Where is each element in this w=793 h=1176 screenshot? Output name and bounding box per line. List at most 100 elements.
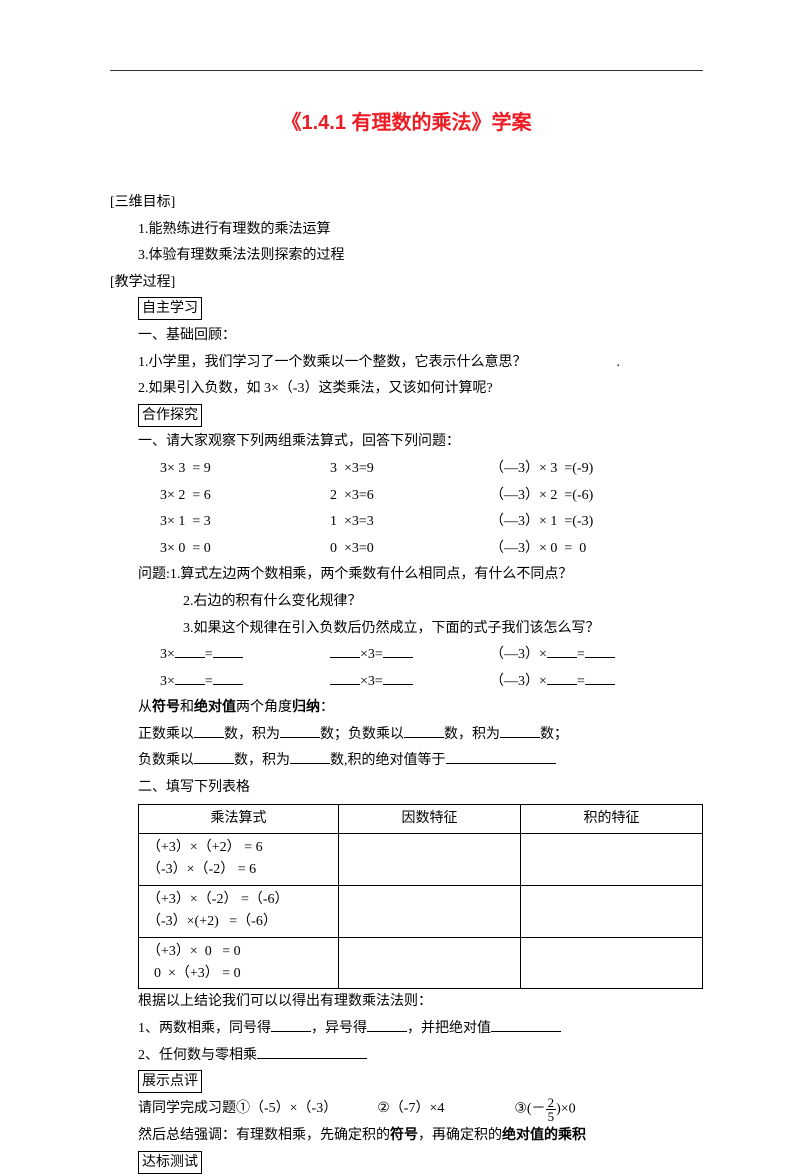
equation-cell: 3× 1 = 3 [160, 509, 330, 536]
equation-row: 3× 0 = 00 ×3=0（―3）× 0 = 0 [160, 536, 703, 563]
fill-cell: （―3）×= [490, 642, 615, 669]
fill-cell: ×3= [330, 642, 490, 669]
summary-b2: 绝对值 [194, 700, 236, 715]
rule1-a: 1、两数相乘，同号得 [138, 1021, 271, 1036]
ex-c-pre: ③(－ [514, 1101, 545, 1116]
page-title: 《1.4.1 有理数的乘法》学案 [110, 106, 703, 135]
final-b2: 绝对值的乘积 [502, 1128, 586, 1143]
fill-cell: 3×= [160, 669, 330, 696]
blank[interactable] [547, 644, 577, 658]
table-header: 乘法算式 [139, 804, 339, 833]
ex-b: ②（-7）×4 [377, 1096, 444, 1123]
coop-heading: 一、请大家观察下列两组乘法算式，回答下列问题： [138, 429, 703, 456]
blank[interactable] [383, 671, 413, 685]
frac-den: 5 [546, 1110, 557, 1123]
blank[interactable] [500, 724, 540, 738]
table-cell [339, 834, 521, 886]
exercise-line: 请同学完成习题①（-5）×（-3） ②（-7）×4 ③(－25)×0 [138, 1096, 703, 1123]
blank[interactable] [175, 671, 205, 685]
fill-row: 3×=×3=（―3）×= [160, 642, 703, 669]
summary-b1: 符号 [152, 700, 180, 715]
blank[interactable] [383, 644, 413, 658]
final-summary: 然后总结强调：有理数相乘，先确定积的符号，再确定积的绝对值的乘积 [138, 1123, 703, 1150]
summary-mid: 和 [180, 700, 194, 715]
blank[interactable] [280, 724, 320, 738]
rule-heading: 根据以上结论我们可以以得出有理数乘法法则： [138, 989, 703, 1016]
equation-cell: （―3）× 0 = 0 [490, 536, 586, 563]
summary-colon: ： [320, 700, 334, 715]
equation-cell: （―3）× 1 =(-3) [490, 509, 593, 536]
box-test: 达标测试 [138, 1151, 202, 1174]
blank[interactable] [446, 750, 556, 764]
summary-line2: 负数乘以数，积为数,积的绝对值等于 [138, 748, 703, 775]
objective-2: 3.体验有理数乘法法则探索的过程 [138, 243, 703, 270]
box-cooperation: 合作探究 [138, 404, 202, 427]
ex-c: ③(－25)×0 [514, 1096, 575, 1123]
blank[interactable] [585, 644, 615, 658]
objectives-header: [三维目标] [110, 190, 703, 217]
blank[interactable] [290, 750, 330, 764]
blank[interactable] [194, 724, 224, 738]
rule2-a: 2、任何数与零相乘 [138, 1048, 257, 1063]
blank[interactable] [213, 671, 243, 685]
blank[interactable] [547, 671, 577, 685]
final-a: 然后总结强调：有理数相乘，先确定积的 [138, 1128, 390, 1143]
blank[interactable] [330, 671, 360, 685]
rule-1: 1、两数相乘，同号得，异号得，并把绝对值 [138, 1016, 703, 1043]
equation-cell: 2 ×3=6 [330, 483, 490, 510]
box-presentation: 展示点评 [138, 1070, 202, 1093]
table-row: （+3）×（+2） = 6 （-3）×（-2） = 6 [139, 834, 703, 886]
final-b1: 符号 [390, 1128, 418, 1143]
blank[interactable] [330, 644, 360, 658]
blank[interactable] [404, 724, 444, 738]
blank[interactable] [213, 644, 243, 658]
sum1-d: 数，积为 [444, 727, 500, 742]
objective-1: 1.能熟练进行有理数的乘法运算 [138, 217, 703, 244]
rule1-b: ，异号得 [311, 1021, 367, 1036]
table-cell [521, 937, 703, 989]
blank[interactable] [257, 1045, 367, 1059]
equation-cell: 0 ×3=0 [330, 536, 490, 563]
blank[interactable] [271, 1018, 311, 1032]
sum1-b: 数，积为 [224, 727, 280, 742]
equation-cell: 1 ×3=3 [330, 509, 490, 536]
equation-row: 3× 3 = 93 ×3=9（―3）× 3 =(-9) [160, 456, 703, 483]
equation-cell: 3× 2 = 6 [160, 483, 330, 510]
summary-heading: 从符号和绝对值两个角度归纳： [138, 695, 703, 722]
equation-cell: 3 ×3=9 [330, 456, 490, 483]
equation-cell: （―3）× 3 =(-9) [490, 456, 593, 483]
blank[interactable] [175, 644, 205, 658]
summary-pre: 从 [138, 700, 152, 715]
review-q1-text: 1.小学里，我们学习了一个数乘以一个整数，它表示什么意思？ [138, 355, 527, 370]
table-cell [521, 834, 703, 886]
summary-line1: 正数乘以数，积为数；负数乘以数，积为数； [138, 722, 703, 749]
equation-rows: 3× 3 = 93 ×3=9（―3）× 3 =(-9)3× 2 = 62 ×3=… [110, 456, 703, 562]
table-header: 积的特征 [521, 804, 703, 833]
review-heading: 一、基础回顾： [138, 323, 703, 350]
fraction: 25 [546, 1096, 557, 1123]
question-3: 3.如果这个规律在引入负数后仍然成立，下面的式子我们该怎么写？ [183, 616, 703, 643]
table-cell: （+3）× 0 = 0 0 ×（+3） = 0 [139, 937, 339, 989]
table-row: （+3）× 0 = 0 0 ×（+3） = 0 [139, 937, 703, 989]
blank[interactable] [585, 671, 615, 685]
multiplication-table: 乘法算式因数特征积的特征 （+3）×（+2） = 6 （-3）×（-2） = 6… [138, 804, 703, 990]
table-cell: （+3）×（+2） = 6 （-3）×（-2） = 6 [139, 834, 339, 886]
ex-c-post: )×0 [556, 1101, 576, 1116]
equation-cell: 3× 0 = 0 [160, 536, 330, 563]
table-row: （+3）×（-2） =（-6） （-3）×(+2) =（-6） [139, 885, 703, 937]
blank[interactable] [194, 750, 234, 764]
question-2: 2.右边的积有什么变化规律？ [183, 589, 703, 616]
frac-num: 2 [546, 1096, 557, 1110]
table-cell: （+3）×（-2） =（-6） （-3）×(+2) =（-6） [139, 885, 339, 937]
fill-cell: ×3= [330, 669, 490, 696]
ex-a: 请同学完成习题①（-5）×（-3） [138, 1096, 337, 1123]
box-self-study: 自主学习 [138, 297, 202, 320]
sum2-b: 数，积为 [234, 753, 290, 768]
blank[interactable] [367, 1018, 407, 1032]
sum1-e: 数； [540, 727, 568, 742]
table-cell [339, 937, 521, 989]
blank[interactable] [491, 1018, 561, 1032]
top-rule [110, 70, 703, 71]
sum1-a: 正数乘以 [138, 727, 194, 742]
equation-cell: 3× 3 = 9 [160, 456, 330, 483]
